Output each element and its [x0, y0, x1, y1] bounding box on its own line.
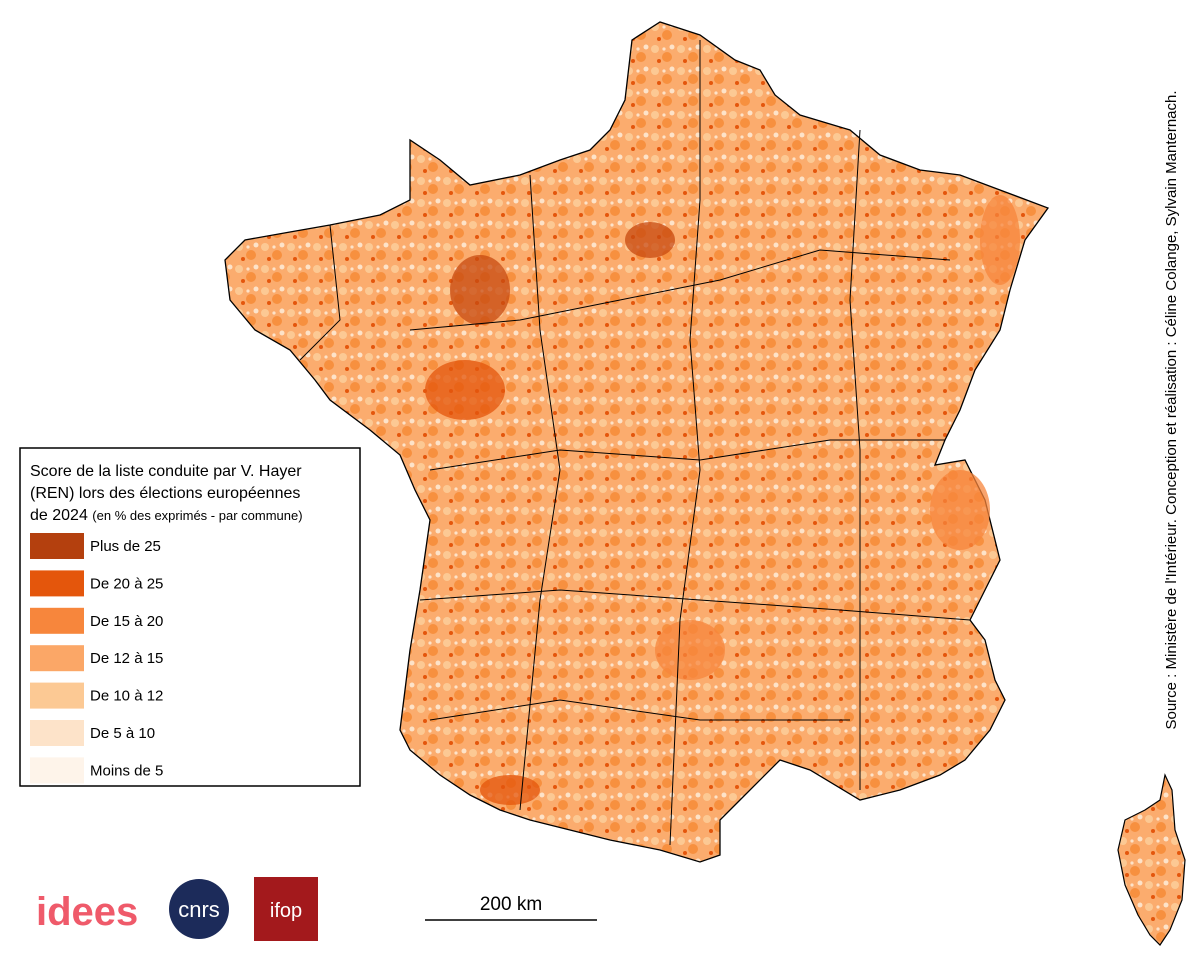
logo-ifop: ifop: [270, 900, 302, 922]
legend-title: de 2024: [30, 507, 88, 524]
legend-label: De 20 à 25: [90, 575, 163, 592]
legend-label: Plus de 25: [90, 538, 161, 555]
mainland: [224, 21, 1050, 863]
source: Source : Ministère de l'Intérieur. Conce…: [1163, 90, 1180, 729]
department-borders: [299, 40, 971, 846]
legend-swatch: [30, 645, 84, 672]
legend-note: (en % des exprimés - par commune): [92, 508, 302, 523]
france-map: [224, 21, 1186, 946]
logo-ifop-box: [254, 877, 318, 941]
legend-items: Plus de 25 De 20 à 25 De 15 à 20 De 12 à 15…: [30, 533, 163, 784]
logos: idees cnrs ifop: [36, 877, 318, 941]
legend-swatch: [30, 682, 84, 709]
legend-swatch: [30, 570, 84, 597]
legend: Score de la liste conduite par V. Hayer …: [19, 447, 361, 787]
legend-title: Score de la liste conduite par V. Hayer: [30, 463, 302, 480]
scale-label: 200 km: [480, 894, 542, 915]
logo-cnrs-circle: [169, 879, 229, 939]
scale-bar: 200 km: [425, 894, 597, 921]
legend-label: De 15 à 20: [90, 613, 163, 630]
legend-label: De 5 à 10: [90, 725, 155, 742]
logo-cnrs: cnrs: [178, 897, 220, 922]
legend-title: de 2024 (en % des exprimés - par commune…: [30, 507, 303, 524]
legend-label: De 12 à 15: [90, 650, 163, 667]
logo-idees: idees: [36, 890, 138, 934]
legend-swatch: [30, 533, 84, 559]
regional-highlights: [425, 195, 1020, 805]
legend-swatch: [30, 757, 84, 784]
legend-label: Moins de 5: [90, 762, 163, 779]
legend-label: De 10 à 12: [90, 688, 163, 705]
corsica: [1117, 773, 1186, 946]
legend-title: (REN) lors des élections européennes: [30, 485, 300, 502]
legend-swatch: [30, 607, 84, 634]
legend-swatch: [30, 720, 84, 746]
